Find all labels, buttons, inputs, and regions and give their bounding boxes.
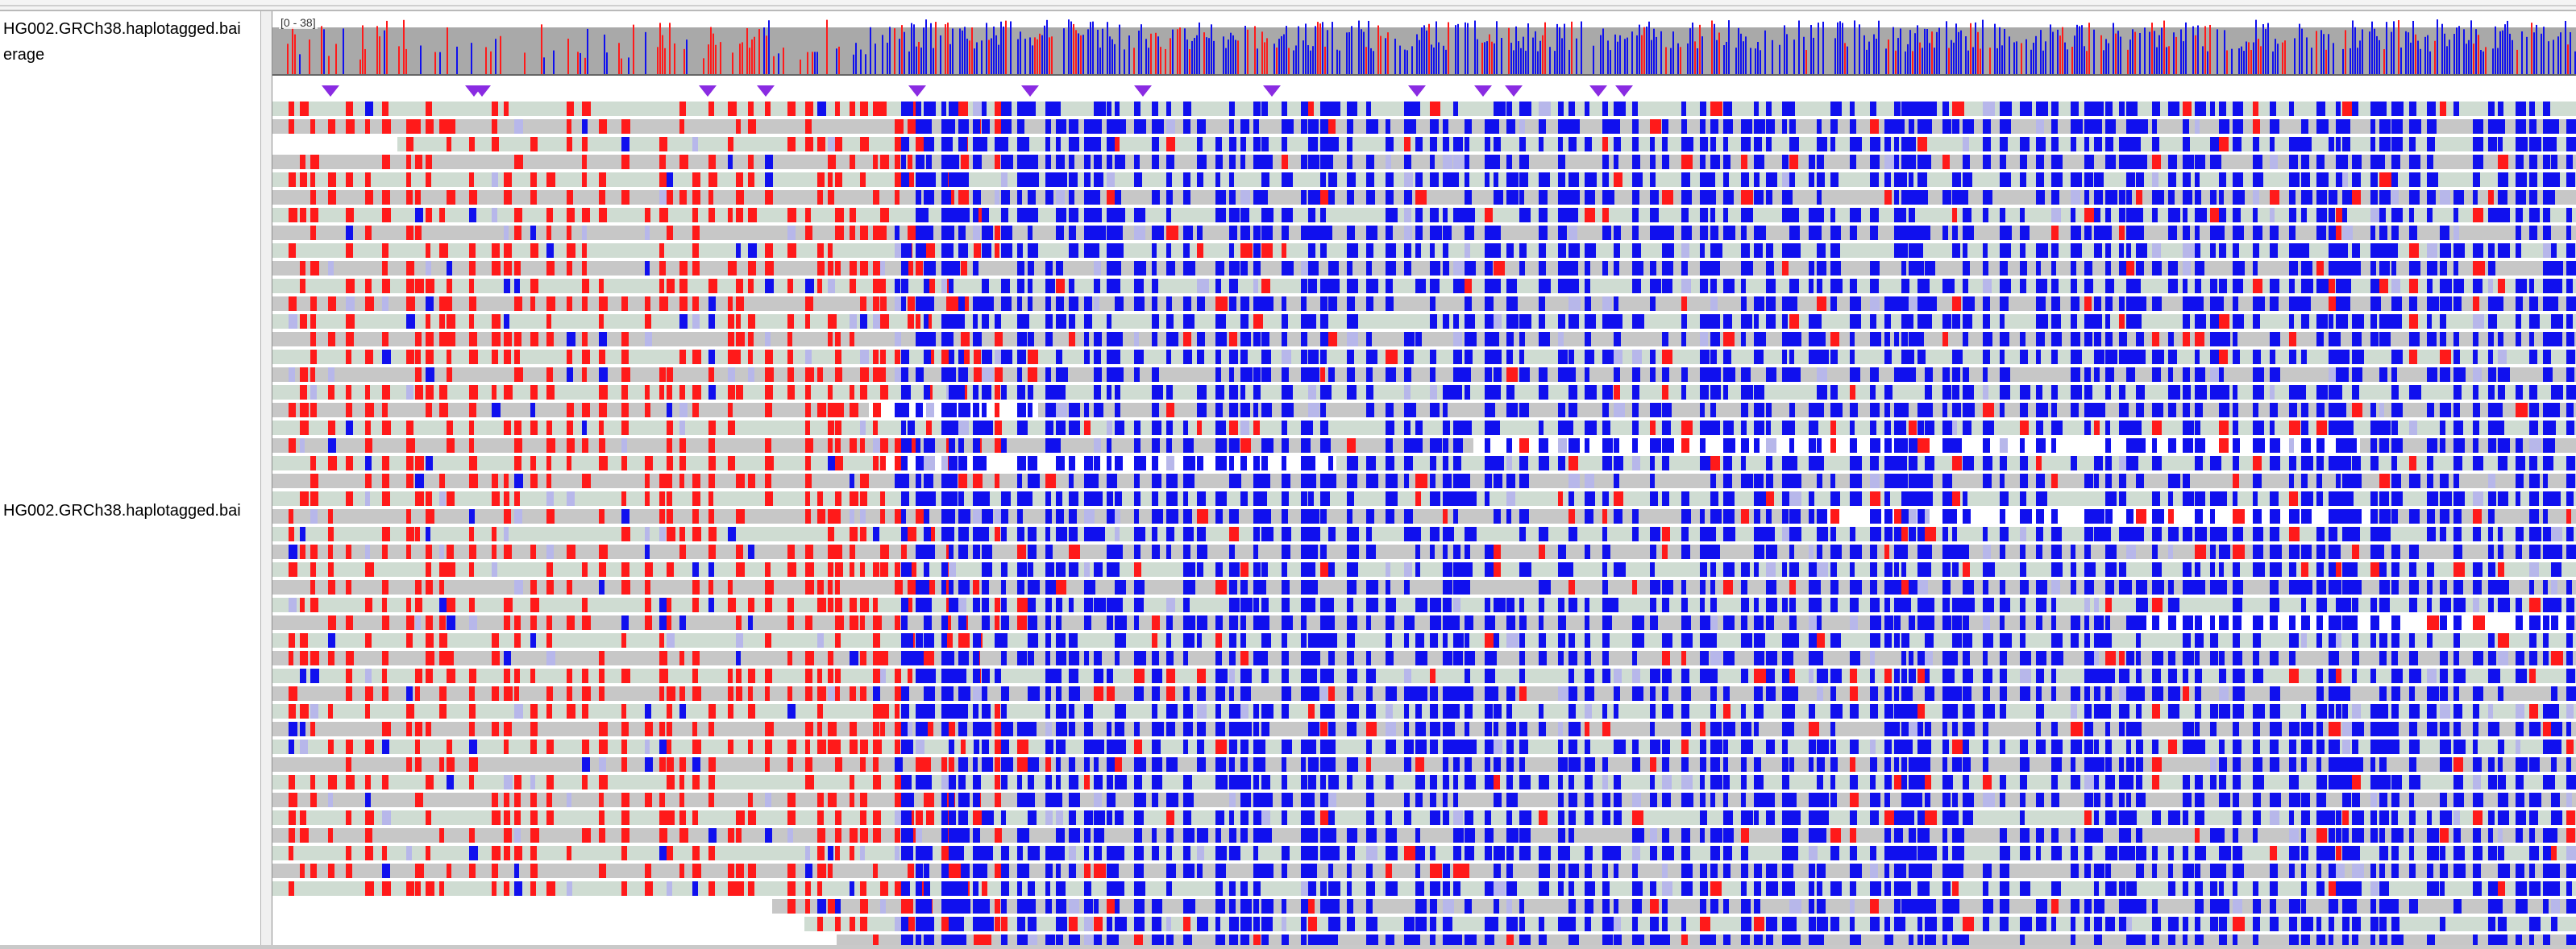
read-row[interactable] xyxy=(272,509,2576,524)
insertion-triangle-icon[interactable] xyxy=(1021,85,1039,97)
read-row[interactable] xyxy=(272,491,2576,506)
read-row[interactable] xyxy=(272,633,2576,648)
read-row[interactable] xyxy=(272,740,2576,754)
read-row[interactable] xyxy=(272,686,2576,701)
read-row[interactable] xyxy=(272,846,2576,860)
read-row[interactable] xyxy=(272,172,2576,187)
insertion-triangle-icon[interactable] xyxy=(473,85,491,97)
read-row[interactable] xyxy=(272,119,2576,134)
read-row[interactable] xyxy=(272,296,2576,311)
read-row[interactable] xyxy=(272,456,2576,470)
panel-divider[interactable] xyxy=(261,11,272,949)
alignment-track-name[interactable]: HG002.GRCh38.haplotagged.bai xyxy=(3,502,241,520)
read-row[interactable] xyxy=(272,155,2576,169)
insertion-triangle-icon[interactable] xyxy=(1589,85,1607,97)
read-row[interactable] xyxy=(272,615,2576,630)
read-row[interactable] xyxy=(272,669,2576,683)
read-row[interactable] xyxy=(272,137,2576,151)
insertion-triangle-icon[interactable] xyxy=(1505,85,1523,97)
insertion-triangle-icon[interactable] xyxy=(1474,85,1492,97)
read-row[interactable] xyxy=(272,243,2576,258)
read-row[interactable] xyxy=(272,775,2576,789)
coverage-track-name-suffix[interactable]: erage xyxy=(3,46,45,64)
coverage-track-name[interactable]: HG002.GRCh38.haplotagged.bai xyxy=(3,20,241,38)
insertion-triangle-icon[interactable] xyxy=(1408,85,1426,97)
insertion-triangle-icon[interactable] xyxy=(322,85,339,97)
read-row[interactable] xyxy=(272,474,2576,488)
insertion-triangle-icon[interactable] xyxy=(908,85,926,97)
read-row[interactable] xyxy=(272,757,2576,772)
track-name-panel: HG002.GRCh38.haplotagged.bai erage HG002… xyxy=(0,11,261,949)
read-row[interactable] xyxy=(272,651,2576,665)
bottom-border xyxy=(0,945,2576,949)
coverage-bars xyxy=(272,19,2576,77)
read-row[interactable] xyxy=(272,562,2576,577)
alignment-reads[interactable] xyxy=(272,102,2576,949)
read-row[interactable] xyxy=(804,917,2576,931)
read-row[interactable] xyxy=(772,899,2576,914)
read-row[interactable] xyxy=(272,261,2576,276)
read-row[interactable] xyxy=(272,350,2576,364)
read-row[interactable] xyxy=(272,102,2576,116)
insertion-triangle-icon[interactable] xyxy=(1615,85,1633,97)
read-row[interactable] xyxy=(272,545,2576,559)
read-row[interactable] xyxy=(272,881,2576,896)
data-panel[interactable]: [0 - 38] xyxy=(272,11,2576,949)
read-row[interactable] xyxy=(272,279,2576,293)
read-row[interactable] xyxy=(272,314,2576,329)
top-border xyxy=(0,0,2576,11)
read-row[interactable] xyxy=(272,722,2576,736)
read-row[interactable] xyxy=(272,385,2576,400)
read-row[interactable] xyxy=(272,828,2576,843)
insertion-triangle-icon[interactable] xyxy=(1134,85,1152,97)
read-row[interactable] xyxy=(272,810,2576,825)
insertion-triangle-icon[interactable] xyxy=(1263,85,1281,97)
insertion-triangle-icon[interactable] xyxy=(699,85,717,97)
read-row[interactable] xyxy=(272,864,2576,878)
read-row[interactable] xyxy=(272,421,2576,435)
read-row[interactable] xyxy=(272,208,2576,222)
insertion-marker-row xyxy=(322,85,1633,97)
read-row[interactable] xyxy=(272,438,2576,453)
read-row[interactable] xyxy=(272,226,2576,240)
read-row[interactable] xyxy=(272,367,2576,382)
read-row[interactable] xyxy=(272,527,2576,541)
read-row[interactable] xyxy=(272,598,2576,612)
coverage-track[interactable] xyxy=(272,16,2576,77)
read-row[interactable] xyxy=(272,190,2576,205)
read-row[interactable] xyxy=(272,403,2576,417)
coverage-data-range: [0 - 38] xyxy=(279,16,318,29)
read-row[interactable] xyxy=(272,580,2576,595)
read-row[interactable] xyxy=(272,704,2576,719)
insertion-triangle-icon[interactable] xyxy=(757,85,775,97)
read-row[interactable] xyxy=(272,793,2576,807)
read-row[interactable] xyxy=(272,332,2576,346)
